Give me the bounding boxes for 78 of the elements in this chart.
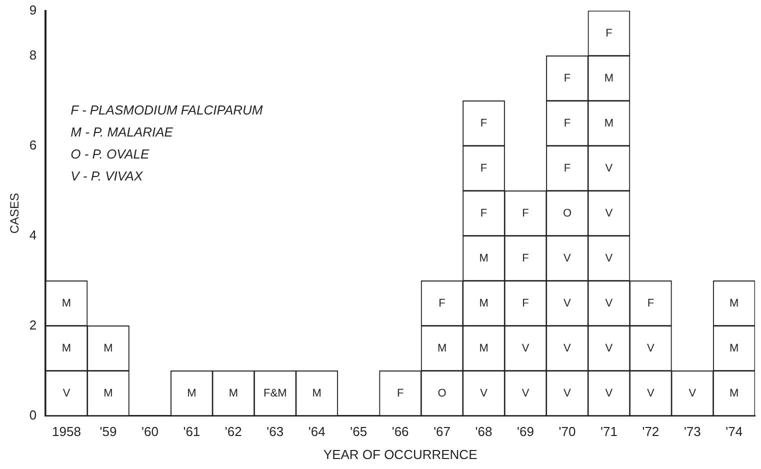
data-label: F&M [264, 387, 287, 400]
data-label: F [522, 297, 530, 310]
data-label: M [104, 387, 113, 400]
data-label: V [564, 387, 572, 400]
data-label: M [730, 342, 739, 354]
y-tick-label: 2 [29, 317, 37, 332]
data-label: F [564, 72, 571, 84]
data-label: V [647, 387, 656, 400]
data-label: V [605, 342, 614, 354]
y-tick-label: 0 [29, 407, 37, 422]
data-label: M [730, 297, 739, 310]
x-tick-label: '61 [183, 424, 200, 440]
data-label: F [522, 252, 530, 264]
data-label: F [396, 387, 404, 400]
data-label: V [522, 342, 530, 354]
data-label: M [479, 252, 488, 264]
data-label: F [480, 207, 488, 220]
data-label: M [312, 387, 322, 400]
data-label: M [604, 117, 614, 130]
data-label: V [605, 387, 614, 400]
x-tick-label: '72 [642, 424, 660, 440]
data-label: M [730, 387, 739, 400]
y-tick-label: 8 [29, 47, 37, 62]
annotation: V - P. VIVAX [70, 168, 144, 184]
data-label: M [187, 387, 196, 400]
x-tick-label: '60 [141, 424, 158, 440]
data-label: F [480, 117, 488, 130]
data-label: V [564, 342, 572, 354]
x-tick-label: '66 [392, 424, 409, 440]
data-label: F [438, 297, 446, 310]
data-label: V [647, 342, 656, 354]
data-label: V [564, 297, 572, 310]
annotation: M - P. MALARIAE [70, 124, 174, 140]
data-label: V [564, 252, 572, 264]
x-tick-label: '68 [475, 424, 492, 440]
data-label: V [480, 387, 488, 400]
x-tick-label: '74 [726, 424, 743, 440]
data-label: M [62, 297, 72, 310]
data-label: F [564, 117, 571, 130]
data-label: O [562, 207, 572, 220]
x-tick-label: '67 [434, 424, 451, 440]
data-label: M [479, 297, 488, 310]
data-label: V [605, 207, 614, 220]
data-label: F [480, 162, 488, 174]
x-tick-label: 1958 [52, 424, 81, 440]
x-tick-label: '63 [266, 424, 284, 440]
data-label: V [62, 387, 71, 400]
data-label: O [438, 387, 447, 400]
x-tick-label: '69 [517, 424, 534, 440]
y-tick-label: 9 [29, 2, 37, 18]
annotation: F - PLASMODIUM FALCIPARUM [70, 102, 263, 118]
x-tick-label: '70 [558, 424, 576, 440]
data-label: V [605, 252, 614, 264]
x-tick-label: '65 [350, 424, 368, 440]
data-label: M [479, 342, 488, 354]
data-label: F [606, 27, 613, 40]
data-label: V [522, 387, 530, 400]
data-label: M [104, 342, 113, 354]
x-tick-label: '59 [100, 424, 117, 440]
x-tick-label: '71 [600, 424, 618, 440]
data-label: M [604, 72, 614, 84]
data-label: V [688, 387, 697, 400]
y-tick-label: 4 [29, 227, 37, 242]
x-axis-title: YEAR OF OCCURRENCE [323, 446, 478, 462]
data-label: F [564, 162, 571, 174]
x-tick-label: '73 [684, 424, 701, 440]
data-label: F [647, 297, 654, 310]
y-axis-title: CASES [8, 192, 22, 234]
annotation: O - P. OVALE [70, 146, 150, 162]
data-label: M [437, 342, 447, 354]
y-tick-label: 6 [29, 137, 37, 152]
data-label: M [62, 342, 72, 354]
x-tick-label: '62 [224, 424, 242, 440]
x-tick-label: '64 [308, 424, 326, 440]
data-label: F [522, 207, 530, 220]
data-label: V [605, 297, 614, 310]
data-label: M [228, 387, 238, 400]
data-label: V [605, 162, 614, 174]
